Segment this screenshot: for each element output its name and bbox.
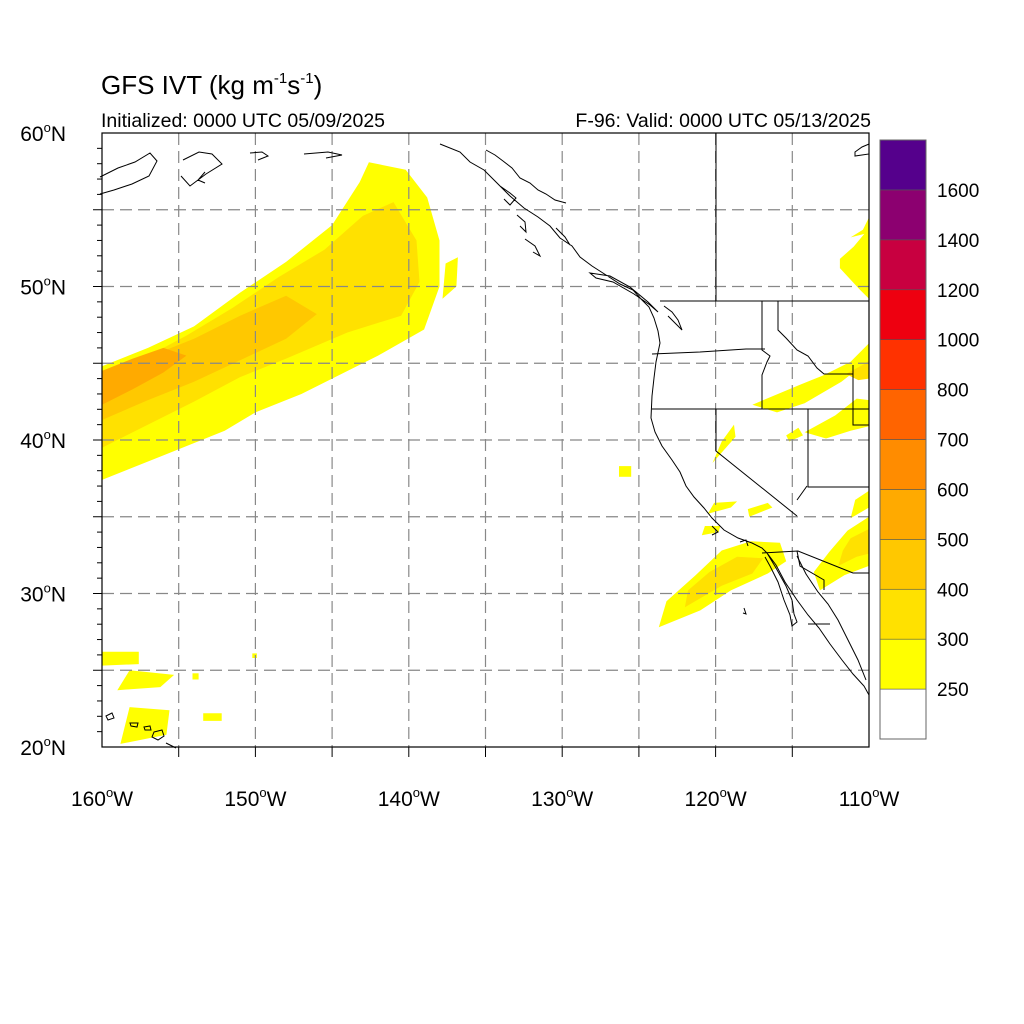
colorbar-swatch: [879, 588, 927, 640]
ivt-region-25: [192, 673, 199, 680]
graticule: [102, 133, 869, 747]
initialized-time: Initialized: 0000 UTC 05/09/2025: [101, 110, 386, 132]
colorbar-label: 400: [937, 580, 969, 601]
ivt-field: [102, 162, 869, 744]
colorbar-swatch: [879, 239, 927, 291]
ivt-region-16: [839, 228, 869, 299]
lon-label: 150oW: [224, 785, 286, 811]
lon-label: 130oW: [531, 785, 593, 811]
title-main: GFS IVT: [101, 70, 202, 100]
colorbar-label: 300: [937, 630, 969, 651]
colorbar-label: 1400: [937, 231, 979, 252]
lat-label: 40oN: [20, 427, 66, 453]
ivt-region-14: [804, 398, 869, 439]
ivt-region-8: [838, 529, 869, 566]
colorbar-swatch: [879, 289, 927, 340]
title-units-suffix: ): [313, 70, 323, 100]
ivt-region-11: [747, 502, 773, 517]
colorbar-swatch: [879, 539, 927, 590]
ivt-region-19: [701, 526, 721, 536]
colorbar-swatch: [879, 339, 927, 390]
colorbar-swatch: [879, 389, 927, 440]
lat-label: 30oN: [20, 581, 66, 607]
ivt-region-13: [846, 360, 869, 381]
lon-label: 110oW: [839, 785, 900, 811]
lon-label: 120oW: [685, 785, 747, 811]
colorbar-swatch: [879, 688, 927, 740]
lon-label: 140oW: [378, 785, 440, 811]
lat-label: 20oN: [20, 734, 66, 760]
state-borders: [651, 133, 869, 625]
colorbar-label: 250: [937, 680, 969, 701]
colorbar-swatch: [879, 439, 927, 490]
colorbar-swatch: [879, 638, 927, 690]
north-america-coastline: [99, 143, 870, 749]
valid-time: F-96: Valid: 0000 UTC 05/13/2025: [575, 110, 871, 132]
title-units-mid: s: [287, 70, 301, 100]
colorbar-swatch: [879, 189, 927, 241]
colorbar-label: 1600: [937, 181, 979, 202]
title-exponent-1: -1: [273, 70, 288, 87]
ivt-region-23: [120, 707, 170, 744]
colorbar-label: 1000: [937, 331, 979, 352]
colorbar-label: 1200: [937, 281, 979, 302]
ivt-region-3: [102, 347, 187, 405]
ivt-region-12: [752, 343, 869, 413]
colorbar-label: 800: [937, 381, 969, 402]
colorbar-swatch: [879, 139, 927, 191]
ivt-region-9: [850, 490, 869, 519]
colorbar-frame: [879, 139, 927, 740]
colorbar-label: 500: [937, 530, 969, 551]
colorbar-swatch: [879, 489, 927, 540]
lon-label: 160oW: [71, 785, 133, 811]
ivt-region-7: [813, 516, 869, 591]
ivt-region-4: [442, 257, 458, 299]
colorbar-label: 700: [937, 431, 969, 452]
colorbar: 250 300 400 500 600 700 800 1000 1200 1400 1600: [879, 139, 979, 740]
ivt-region-17: [850, 217, 869, 238]
map-title: GFS IVT (kg m-1s-1): [101, 70, 322, 101]
lat-label: 50oN: [20, 274, 66, 300]
title-exponent-2: -1: [300, 70, 314, 87]
colorbar-label: 600: [937, 480, 969, 501]
ivt-region-6: [684, 556, 764, 608]
title-units: (kg m: [201, 70, 274, 100]
ivt-region-21: [102, 651, 139, 666]
ivt-region-20: [707, 501, 738, 514]
ivt-region-15: [786, 427, 803, 442]
ivt-region-26: [252, 653, 257, 658]
ivt-region-22: [117, 670, 175, 691]
ivt-region-2: [102, 295, 317, 420]
ivt-region-18: [619, 466, 632, 477]
lat-label: 60oN: [20, 120, 66, 146]
ivt-region-24: [203, 713, 222, 721]
